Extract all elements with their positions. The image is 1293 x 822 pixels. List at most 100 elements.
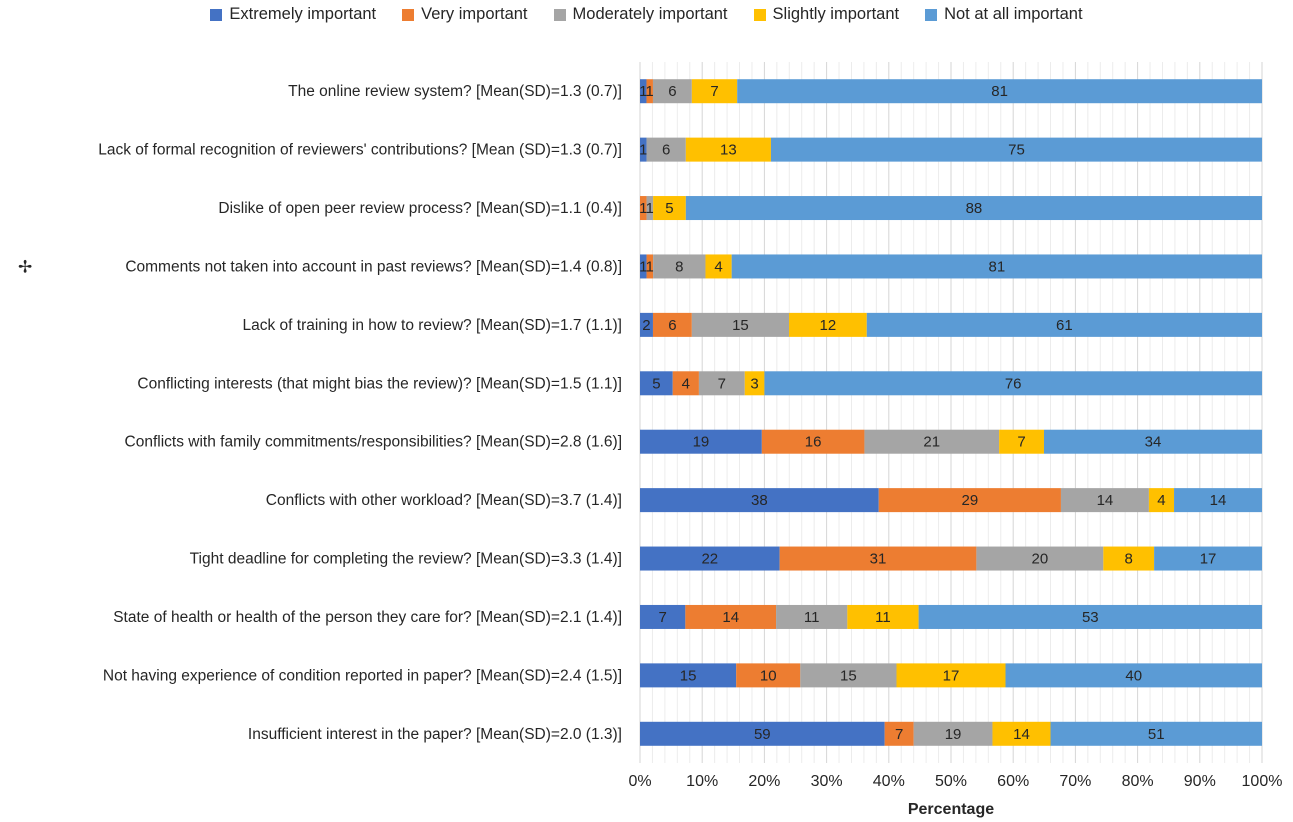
data-label: 13 (720, 142, 737, 159)
bar-segment (770, 137, 1262, 162)
data-label: 5 (652, 375, 660, 392)
data-label: 17 (943, 667, 960, 684)
data-label: 21 (923, 434, 940, 451)
data-label: 14 (1210, 492, 1227, 509)
data-label: 1 (639, 142, 647, 159)
bar-segment (976, 546, 1104, 571)
data-label: 38 (751, 492, 768, 509)
data-label: 6 (668, 83, 676, 100)
bar-segment (736, 663, 801, 688)
data-label: 3 (750, 375, 758, 392)
data-label: 51 (1148, 726, 1165, 743)
bar-segment (776, 604, 848, 629)
data-label: 17 (1200, 551, 1217, 568)
bar-segment (691, 312, 790, 337)
bar-segment (779, 546, 977, 571)
category-label: Dislike of open peer review process? [Me… (218, 200, 622, 217)
x-axis-title: Percentage (908, 801, 994, 818)
legend-label: Very important (421, 5, 528, 23)
category-label: Tight deadline for completing the review… (190, 551, 622, 568)
data-label: 1 (639, 200, 647, 217)
data-label: 4 (714, 258, 722, 275)
data-label: 88 (966, 200, 983, 217)
x-tick-label: 50% (935, 773, 967, 790)
bar-segment (640, 546, 780, 571)
bar-segment (878, 488, 1061, 513)
data-label: 7 (1017, 434, 1025, 451)
bar-segment (866, 312, 1262, 337)
data-label: 8 (1125, 551, 1133, 568)
bar-segment (761, 429, 865, 454)
x-tick-label: 60% (997, 773, 1029, 790)
category-label: Conflicts with family commitments/respon… (125, 434, 622, 451)
category-label: Not having experience of condition repor… (103, 667, 622, 684)
legend: Extremely important Very important Moderat… (0, 5, 1293, 24)
data-label: 53 (1082, 609, 1099, 626)
data-label: 76 (1005, 375, 1022, 392)
data-label: 15 (680, 667, 697, 684)
data-label: 14 (1097, 492, 1114, 509)
data-label: 1 (639, 83, 647, 100)
bar-segment (1050, 721, 1262, 746)
x-tick-label: 100% (1242, 773, 1283, 790)
bar-segment (698, 371, 745, 396)
legend-label: Not at all important (944, 5, 1083, 23)
bar-segment (640, 79, 647, 104)
bar-segment (1148, 488, 1175, 513)
category-label: Comments not taken into account in past … (125, 258, 622, 275)
data-label: 4 (682, 375, 690, 392)
bar-segment (999, 429, 1044, 454)
data-label: 61 (1056, 317, 1073, 334)
data-label: 14 (1013, 726, 1030, 743)
data-label: 14 (722, 609, 739, 626)
bar-segment (640, 429, 762, 454)
bar-segment (672, 371, 699, 396)
bar-segment (640, 137, 647, 162)
x-tick-label: 20% (748, 773, 780, 790)
legend-swatch (925, 8, 938, 21)
legend-label: Slightly important (772, 5, 900, 23)
bar-segment (764, 371, 1262, 396)
legend-swatch (402, 8, 415, 21)
bar-segment (918, 604, 1262, 629)
data-label: 2 (642, 317, 650, 334)
category-label: Lack of training in how to review? [Mean… (242, 317, 622, 334)
bar-segment (685, 196, 1262, 221)
bar-segment (864, 429, 1000, 454)
bar-segment (913, 721, 993, 746)
x-tick-label: 10% (686, 773, 718, 790)
category-label: Insufficient interest in the paper? [Mea… (248, 726, 622, 743)
bar-segment (992, 721, 1051, 746)
bar-segment (731, 254, 1262, 279)
data-label: 81 (988, 258, 1005, 275)
gridlines (639, 62, 1263, 763)
data-label: 29 (962, 492, 979, 509)
data-label: 19 (693, 434, 710, 451)
data-label: 19 (945, 726, 962, 743)
category-label: State of health or health of the person … (113, 609, 622, 626)
data-label: 40 (1125, 667, 1142, 684)
data-label: 15 (840, 667, 857, 684)
x-tick-label: 80% (1122, 773, 1154, 790)
legend-item: Extremely important (210, 5, 376, 24)
data-label: 6 (668, 317, 676, 334)
data-label: 1 (646, 83, 654, 100)
bar-segment (646, 79, 653, 104)
bar-segment (1103, 546, 1155, 571)
category-label: The online review system? [Mean(SD)=1.3 … (288, 83, 622, 100)
bar-segment (652, 312, 692, 337)
category-label: Conflicting interests (that might bias t… (137, 375, 622, 392)
legend-item: Very important (402, 5, 528, 24)
data-label: 7 (659, 609, 667, 626)
bar-segment (800, 663, 897, 688)
data-label: 59 (754, 726, 771, 743)
data-label: 31 (870, 551, 887, 568)
data-label: 7 (710, 83, 718, 100)
bar-segment (737, 79, 1262, 104)
data-label: 7 (718, 375, 726, 392)
bar-segment (744, 371, 765, 396)
legend-swatch (753, 8, 766, 21)
bar-segment (653, 196, 686, 221)
